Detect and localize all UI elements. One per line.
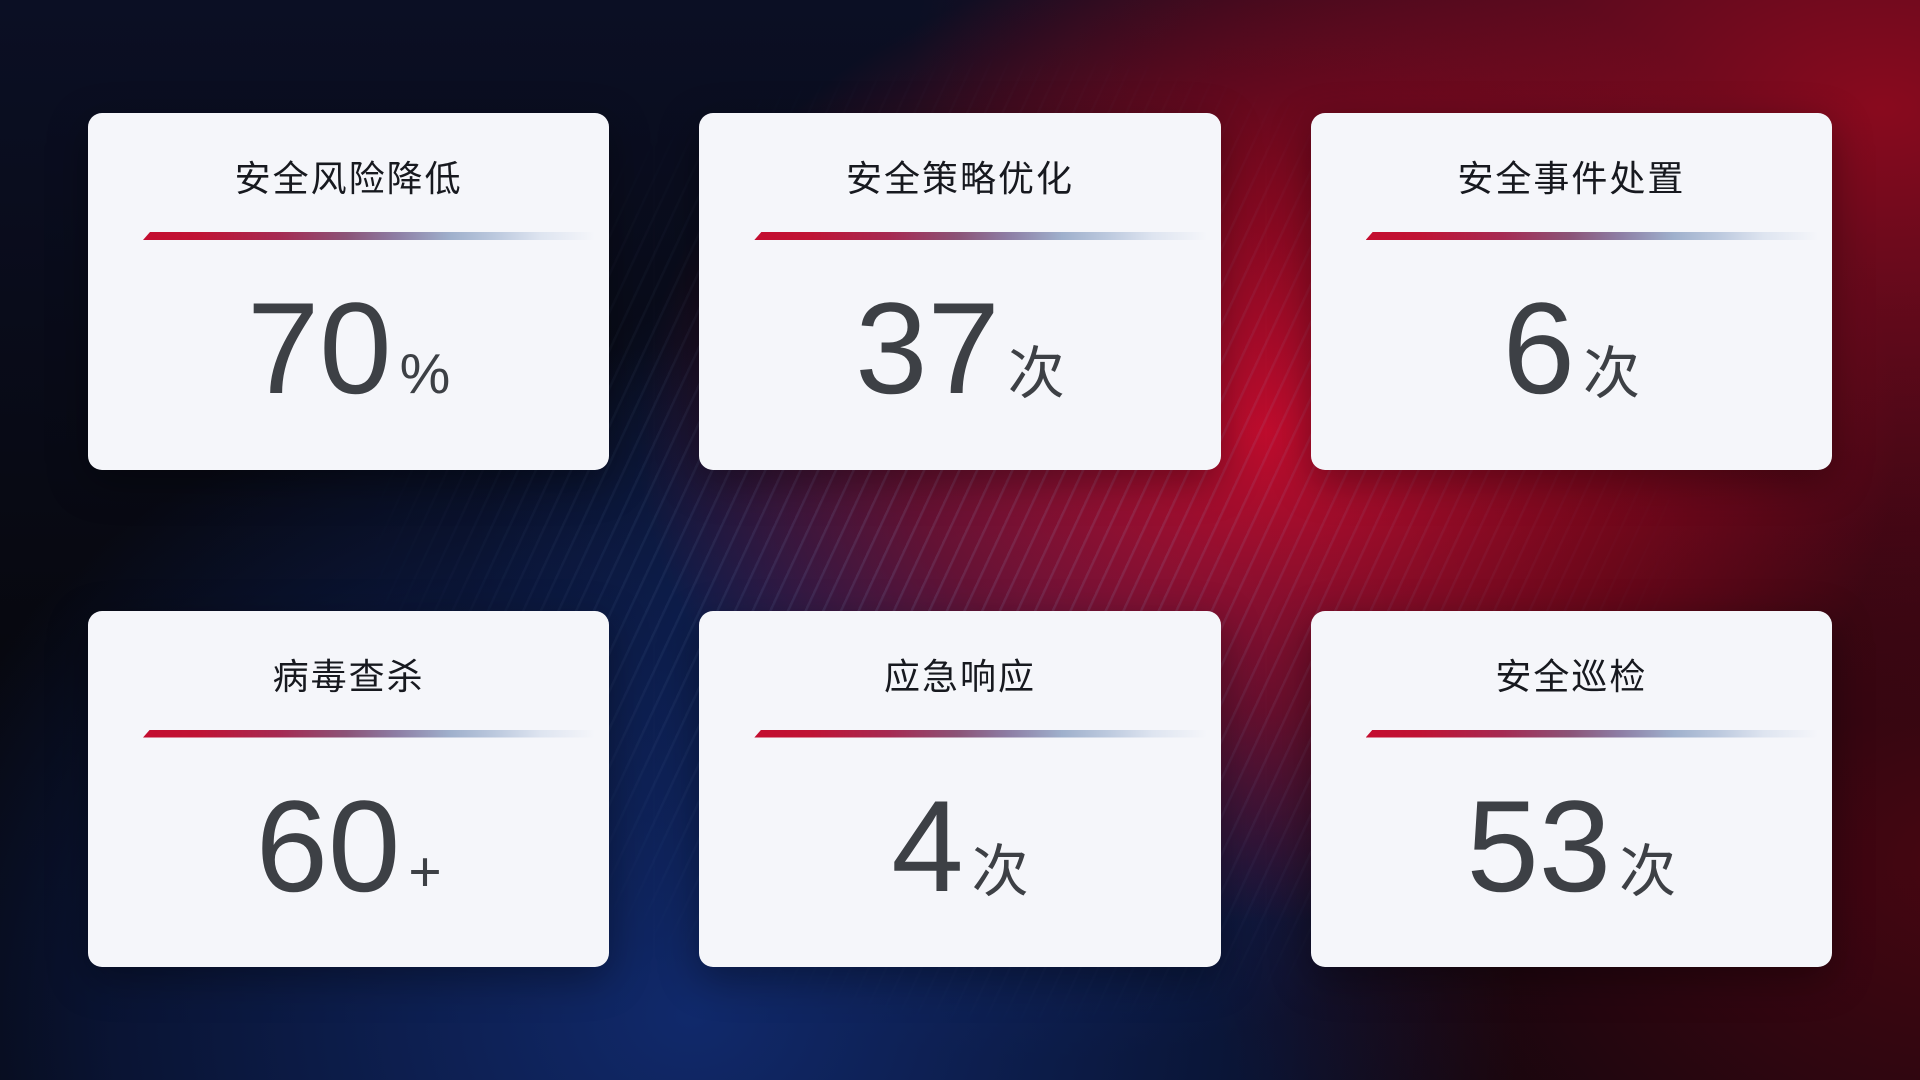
stat-value-unit: + (408, 839, 442, 904)
stat-card-divider (1365, 729, 1818, 738)
stat-card-value: 37 次 (699, 283, 1220, 439)
stat-value-number: 4 (891, 772, 964, 919)
stat-card-value: 60 + (88, 781, 609, 937)
stat-card-divider (143, 729, 596, 738)
stat-value-unit: 次 (1582, 342, 1640, 406)
stat-card-title: 安全巡检 (1495, 655, 1648, 697)
stat-value-unit: 次 (1007, 342, 1065, 406)
stat-card-policy-optimization: 安全策略优化 37 次 (699, 113, 1221, 470)
stat-value-number: 70 (247, 275, 392, 421)
stat-card-title: 安全风险降低 (234, 158, 463, 199)
stat-value-number: 37 (855, 275, 1000, 421)
stat-value-number: 6 (1502, 275, 1575, 421)
stat-value-number: 53 (1466, 772, 1612, 919)
stat-card-divider (143, 232, 596, 240)
stat-card-title: 安全策略优化 (845, 158, 1074, 199)
stat-card-divider (754, 729, 1207, 738)
stat-card-title: 病毒查杀 (272, 655, 425, 697)
stat-card-risk-reduction: 安全风险降低 70% (88, 113, 610, 470)
stat-card-security-inspection: 安全巡检 53 次 (1310, 610, 1832, 967)
stat-value-unit: 次 (1619, 839, 1677, 904)
stat-card-title: 应急响应 (883, 655, 1036, 697)
stat-card-divider (1365, 232, 1818, 240)
stat-value-unit: % (399, 342, 451, 406)
stat-card-value: 53 次 (1311, 781, 1832, 937)
stat-card-value: 70% (88, 283, 609, 439)
stat-card-virus-scan: 病毒查杀 60 + (88, 610, 610, 967)
stat-card-divider (754, 232, 1207, 240)
stat-card-title: 安全事件处置 (1457, 158, 1686, 199)
stat-value-unit: 次 (971, 839, 1029, 904)
stat-value-number: 60 (255, 772, 401, 919)
